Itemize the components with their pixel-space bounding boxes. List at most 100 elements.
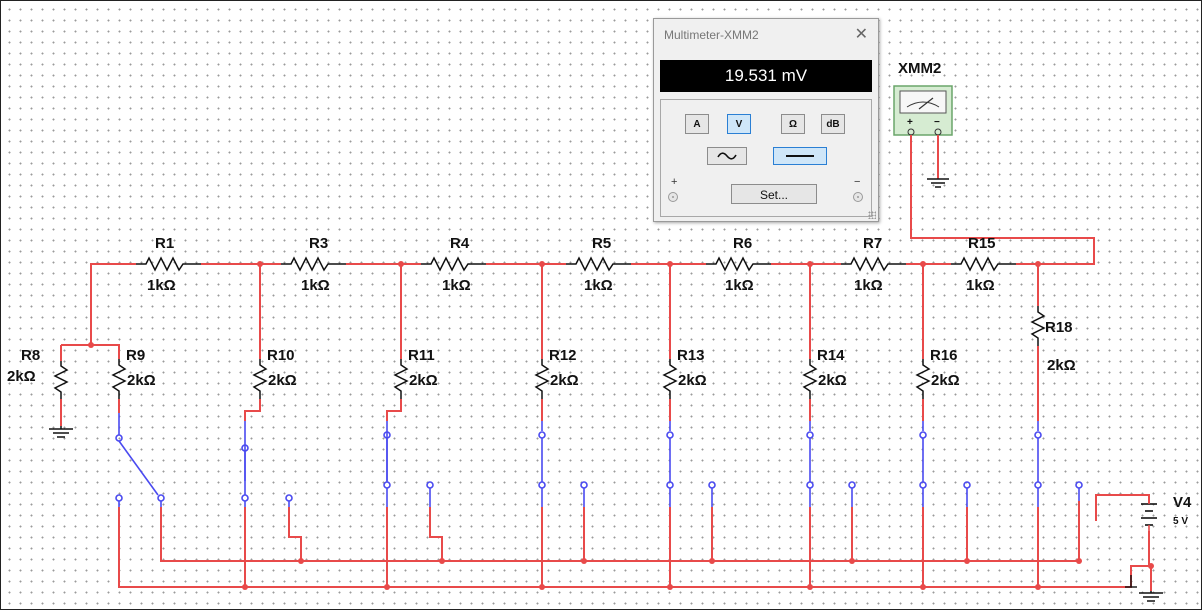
source-switch: [1125, 575, 1137, 588]
resistor-value: 1kΩ: [442, 277, 471, 294]
resistor-name: R6: [733, 235, 752, 252]
resistor-value: 1kΩ: [966, 277, 995, 294]
resistor-r10: [252, 359, 268, 399]
junction-dot: [242, 584, 248, 590]
resistor-value: 2kΩ: [268, 372, 297, 389]
ground-icon: [927, 178, 949, 188]
resistor-r9: [111, 359, 127, 399]
resistor-name: R10: [267, 347, 295, 364]
top-rail-wire: [910, 150, 1095, 265]
multimeter-window[interactable]: Multimeter-XMM2 ✕ 19.531 mV A V Ω dB Set…: [653, 18, 879, 222]
junction-dot: [709, 558, 715, 564]
switch-contact: [580, 481, 588, 489]
positive-terminal-label: +: [671, 176, 678, 188]
resistor-name: R14: [817, 347, 845, 364]
resistor-name: R12: [549, 347, 577, 364]
junction-dot: [88, 342, 94, 348]
resistor-value: 1kΩ: [301, 277, 330, 294]
r10-bottom-wire: [244, 399, 261, 421]
junction-dot: [1035, 584, 1041, 590]
resistor-value: 1kΩ: [147, 277, 176, 294]
instrument-plus-label: +: [907, 117, 913, 128]
decibel-mode-button[interactable]: dB: [821, 114, 845, 134]
switch-contact: [1075, 481, 1083, 489]
resistor-value: 2kΩ: [409, 372, 438, 389]
junction-dot: [1148, 563, 1154, 569]
switch-contact: [426, 481, 434, 489]
switch-contact: [963, 481, 971, 489]
ac-mode-button[interactable]: [707, 147, 747, 165]
positive-terminal-jack[interactable]: [668, 192, 678, 202]
resistor-r5: [566, 256, 631, 272]
junction-dot: [667, 584, 673, 590]
dc-mode-button[interactable]: [773, 147, 827, 165]
negative-terminal-jack[interactable]: [853, 192, 863, 202]
voltmeter-mode-button[interactable]: V: [727, 114, 751, 134]
instrument-label: XMM2: [898, 60, 941, 77]
resistor-value: 1kΩ: [725, 277, 754, 294]
switch-contact: [848, 481, 856, 489]
r8-r9-wire: [61, 344, 120, 359]
resistor-name: R5: [592, 235, 611, 252]
close-icon[interactable]: ✕: [854, 26, 868, 43]
junction-dot: [398, 261, 404, 267]
negative-terminal-label: −: [854, 176, 861, 188]
bus-a-wire: [160, 501, 1080, 562]
resistor-r18: [1030, 306, 1046, 346]
resistor-name: R7: [863, 235, 882, 252]
junction-dot: [581, 558, 587, 564]
ground-icon: [49, 426, 73, 438]
switch-blade: [118, 440, 159, 496]
junction-dot: [439, 558, 445, 564]
resistor-name: R9: [126, 347, 145, 364]
junction-dot: [298, 558, 304, 564]
resistor-r6: [706, 256, 771, 272]
switch-contact: [157, 494, 165, 502]
resistor-r4: [421, 256, 486, 272]
source-wire: [1130, 531, 1150, 587]
switch-contact: [919, 481, 927, 489]
junction-dot: [964, 558, 970, 564]
resistor-name: R13: [677, 347, 705, 364]
set-button[interactable]: Set...: [731, 184, 817, 204]
junction-dot: [1076, 558, 1082, 564]
multimeter-reading: 19.531 mV: [660, 60, 872, 92]
switch-contact: [115, 494, 123, 502]
resistor-value: 2kΩ: [678, 372, 707, 389]
resistor-r14: [802, 359, 818, 399]
multimeter-controls-panel: A V Ω dB Set... + −: [660, 99, 872, 217]
contact-wire: [288, 507, 302, 561]
resistor-name: R4: [450, 235, 470, 252]
multimeter-instrument-xmm2[interactable]: [893, 85, 953, 150]
junction-dot: [807, 584, 813, 590]
resistor-value: 2kΩ: [931, 372, 960, 389]
resistor-name: R1: [155, 235, 174, 252]
resistor-name: R15: [968, 235, 996, 252]
junction-dot: [807, 261, 813, 267]
switch-contact: [666, 431, 674, 439]
resistor-value: 2kΩ: [550, 372, 579, 389]
resistor-r12: [534, 359, 550, 399]
switch-contact: [1034, 431, 1042, 439]
ground-icon: [1139, 591, 1163, 602]
instrument-minus-label: −: [934, 117, 940, 128]
resistor-value: 1kΩ: [584, 277, 613, 294]
contact-wire: [429, 507, 443, 561]
ohmmeter-mode-button[interactable]: Ω: [781, 114, 805, 134]
junction-dot: [920, 584, 926, 590]
switch-contact: [538, 481, 546, 489]
resistor-name: R8: [21, 347, 40, 364]
junction-dot: [667, 261, 673, 267]
source-value: 5 V: [1173, 516, 1188, 527]
junction-dot: [257, 261, 263, 267]
switch-contact: [806, 481, 814, 489]
junction-dot: [539, 261, 545, 267]
bus-b-wire: [118, 507, 1132, 588]
resistor-r11: [393, 359, 409, 399]
ammeter-mode-button[interactable]: A: [685, 114, 709, 134]
switch-contact: [115, 434, 123, 442]
resize-grip-icon[interactable]: [868, 211, 876, 219]
junction-dot: [920, 261, 926, 267]
